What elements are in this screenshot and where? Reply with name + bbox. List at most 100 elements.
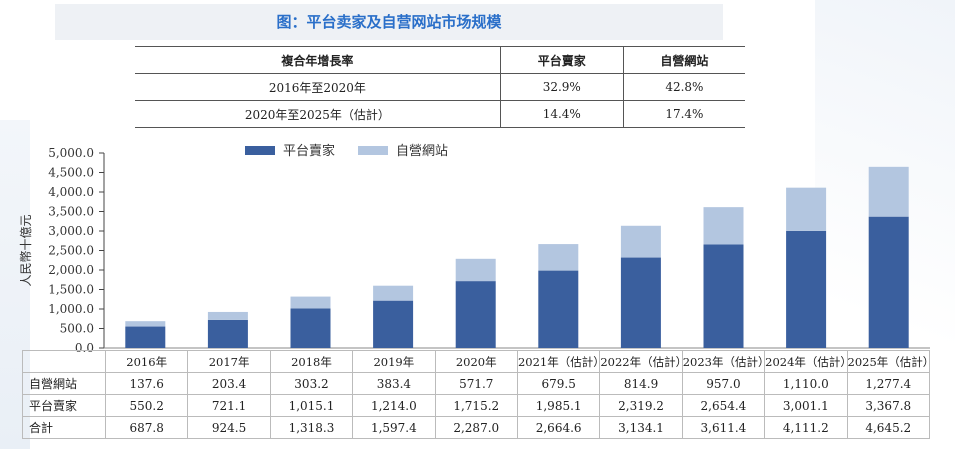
table-cell: 3,134.1 [599, 416, 683, 439]
chart-title: 图：平台卖家及自营网站市场规模 [276, 13, 502, 31]
cagr-period: 2020年至2025年（估計） [135, 100, 501, 128]
table-cell: 1,597.4 [352, 416, 436, 439]
y-axis-title: 人民幣十億元 [19, 214, 33, 286]
table-cell: 2,319.2 [599, 394, 683, 417]
y-tick-label: 1,500.0 [48, 283, 94, 297]
cagr-platform-value: 32.9% [500, 73, 624, 101]
table-cell: 1,110.0 [764, 372, 848, 395]
bar-self-site [207, 311, 248, 320]
table-cell: 1,985.1 [516, 394, 601, 417]
table-cell: 4,645.2 [846, 416, 931, 439]
cagr-table: 複合年增長率 平台賣家 自營網站 2016年至2020年 32.9% 42.8%… [135, 46, 745, 128]
table-cell: 383.4 [352, 372, 436, 395]
bar-self-site [538, 244, 579, 271]
bar-self-site [620, 225, 661, 258]
table-cell: 679.5 [516, 372, 601, 395]
data-table: 2016年 2017年 2018年 2019年 2020年 2021年（估計） … [22, 350, 931, 439]
data-table-row-selfsite: 自營網站 137.6 203.4 303.2 383.4 571.7 679.5… [22, 372, 931, 395]
bar-platform-seller [455, 281, 496, 348]
bar-self-site [868, 166, 909, 217]
bar-platform-seller [786, 230, 827, 348]
table-cell: 303.2 [269, 372, 354, 395]
table-cell: 3,611.4 [681, 416, 766, 439]
table-cell: 924.5 [187, 416, 271, 439]
table-cell: 1,214.0 [352, 394, 436, 417]
row-label: 自營網站 [22, 372, 106, 395]
legend-label-platform: 平台賣家 [283, 143, 335, 159]
y-tick-label: 2,500.0 [48, 244, 94, 258]
table-cell: 2,664.6 [516, 416, 601, 439]
data-table-corner [22, 350, 106, 373]
cagr-platform-value: 14.4% [500, 100, 624, 128]
bar-self-site [786, 187, 827, 231]
y-tick-label: 4,500.0 [48, 166, 94, 180]
table-cell: 814.9 [599, 372, 683, 395]
table-cell: 2,287.0 [434, 416, 518, 439]
cagr-header-selfsite: 自營網站 [623, 46, 745, 74]
y-tick-label: 3,000.0 [48, 224, 94, 238]
row-label: 合計 [22, 416, 106, 439]
cagr-row: 2020年至2025年（估計） 14.4% 17.4% [135, 100, 745, 128]
data-table-year: 2019年 [352, 350, 436, 373]
data-table-year: 2022年（估計） [599, 350, 683, 373]
title-band [55, 4, 723, 40]
table-cell: 721.1 [187, 394, 271, 417]
y-tick-label: 500.0 [60, 322, 94, 336]
cagr-row: 2016年至2020年 32.9% 42.8% [135, 73, 745, 101]
cagr-period: 2016年至2020年 [135, 73, 501, 101]
bar-self-site [290, 296, 331, 309]
table-cell: 4,111.2 [764, 416, 848, 439]
table-cell: 2,654.4 [681, 394, 766, 417]
y-tick-label: 4,000.0 [48, 185, 94, 199]
y-tick-label: 2,000.0 [48, 263, 94, 277]
y-tick-label: 5,000.0 [48, 146, 94, 160]
cagr-selfsite-value: 17.4% [623, 100, 745, 128]
bar-platform-seller [620, 257, 661, 348]
bar-platform-seller [207, 319, 248, 348]
bar-platform-seller [290, 308, 331, 348]
bar-platform-seller [125, 326, 166, 348]
data-table-header-row: 2016年 2017年 2018年 2019年 2020年 2021年（估計） … [22, 350, 931, 373]
bar-platform-seller [868, 216, 909, 348]
table-cell: 3,367.8 [846, 394, 931, 417]
data-table-year: 2025年（估計） [846, 350, 931, 373]
table-cell: 137.6 [104, 372, 189, 395]
table-cell: 687.8 [104, 416, 189, 439]
bar-self-site [455, 258, 496, 282]
table-cell: 957.0 [681, 372, 766, 395]
table-cell: 3,001.1 [764, 394, 848, 417]
bar-self-site [125, 321, 166, 327]
data-table-year: 2017年 [187, 350, 271, 373]
cagr-selfsite-value: 42.8% [623, 73, 745, 101]
table-cell: 1,715.2 [434, 394, 518, 417]
legend-swatch-platform [245, 146, 275, 155]
bar-self-site [703, 207, 744, 245]
table-cell: 203.4 [187, 372, 271, 395]
data-table-year: 2021年（估計） [516, 350, 601, 373]
data-table-row-total: 合計 687.8 924.5 1,318.3 1,597.4 2,287.0 2… [22, 416, 931, 439]
y-tick-label: 3,500.0 [48, 205, 94, 219]
bar-platform-seller [373, 300, 414, 348]
table-cell: 1,318.3 [269, 416, 354, 439]
data-table-year: 2023年（估計） [681, 350, 766, 373]
cagr-header-row: 複合年增長率 平台賣家 自營網站 [135, 46, 745, 74]
table-cell: 550.2 [104, 394, 189, 417]
y-tick-label: 1,000.0 [48, 302, 94, 316]
bar-self-site [373, 285, 414, 301]
legend-label-selfsite: 自營網站 [396, 144, 448, 159]
table-cell: 1,277.4 [846, 372, 931, 395]
cagr-header-platform: 平台賣家 [500, 46, 624, 74]
data-table-year: 2024年（估計） [764, 350, 848, 373]
table-cell: 1,015.1 [269, 394, 354, 417]
data-table-row-platform: 平台賣家 550.2 721.1 1,015.1 1,214.0 1,715.2… [22, 394, 931, 417]
cagr-header-label: 複合年增長率 [135, 46, 501, 74]
bar-platform-seller [538, 270, 579, 348]
table-cell: 571.7 [434, 372, 518, 395]
data-table-year: 2016年 [104, 350, 189, 373]
legend-swatch-selfsite [358, 146, 388, 155]
row-label: 平台賣家 [22, 394, 106, 417]
bar-platform-seller [703, 244, 744, 348]
data-table-year: 2018年 [269, 350, 354, 373]
data-table-year: 2020年 [434, 350, 518, 373]
